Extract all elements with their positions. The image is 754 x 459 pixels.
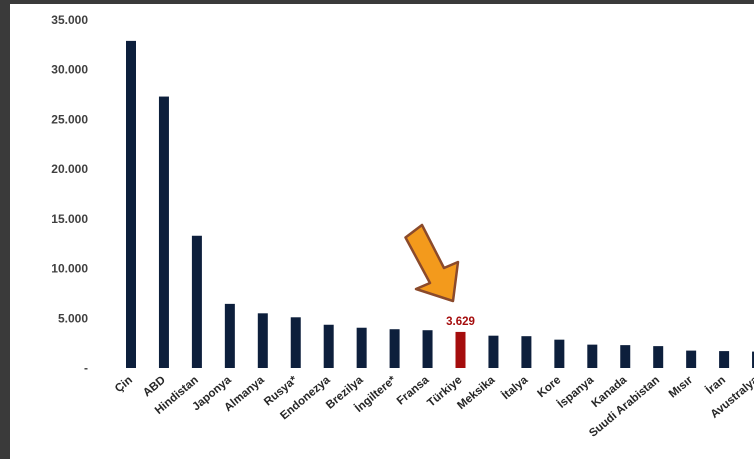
- x-axis-labels: Çin ABDHindistanJaponyaAlmanyaRusya*Endon…: [113, 373, 754, 440]
- y-tick-label: -: [84, 361, 88, 375]
- bar: [587, 344, 598, 368]
- y-axis: - 5.000 10.000 15.000 20.000 25.000 30.000 35.0…: [51, 13, 88, 375]
- bar-chart: - 5.000 10.000 15.000 20.000 25.000 30.000 35.0…: [51, 13, 754, 440]
- bar: [719, 351, 730, 368]
- bar: [290, 317, 301, 368]
- bar: [686, 350, 697, 368]
- down-left-arrow-icon: [404, 223, 460, 303]
- data-label: 3.629: [446, 316, 475, 328]
- bar: [521, 336, 532, 368]
- bars: [126, 40, 754, 368]
- bar: [455, 331, 466, 368]
- bar: [422, 330, 433, 368]
- bar: [356, 327, 367, 368]
- bar: [389, 329, 400, 368]
- y-tick-label: 30.000: [51, 63, 88, 77]
- x-tick-label: Çin: [113, 374, 135, 395]
- chart-frame: - 5.000 10.000 15.000 20.000 25.000 30.000 35.0…: [10, 4, 754, 459]
- x-tick-label: Kore: [535, 374, 563, 400]
- bar: [257, 313, 268, 368]
- x-tick-label: Mısır: [667, 374, 696, 401]
- bar: [323, 324, 334, 368]
- x-tick-label: İtalya: [499, 373, 530, 402]
- bar: [620, 345, 631, 368]
- bar: [191, 235, 202, 368]
- y-tick-label: 15.000: [51, 212, 88, 226]
- bar: [752, 351, 754, 368]
- bar: [653, 346, 664, 368]
- x-tick-label: ABD: [141, 374, 168, 399]
- x-tick-label: Meksika: [455, 374, 497, 412]
- y-tick-label: 35.000: [51, 13, 88, 27]
- y-tick-label: 5.000: [58, 311, 88, 325]
- y-tick-label: 25.000: [51, 112, 88, 126]
- bar: [224, 303, 235, 368]
- x-tick-label: İran: [704, 373, 729, 397]
- x-tick-label: İspanya: [555, 373, 597, 411]
- y-tick-label: 10.000: [51, 262, 88, 276]
- y-tick-label: 20.000: [51, 162, 88, 176]
- annotations: 3.629: [446, 316, 475, 328]
- bar: [554, 339, 565, 368]
- bar: [158, 96, 169, 368]
- bar: [126, 40, 136, 368]
- bar: [488, 335, 499, 368]
